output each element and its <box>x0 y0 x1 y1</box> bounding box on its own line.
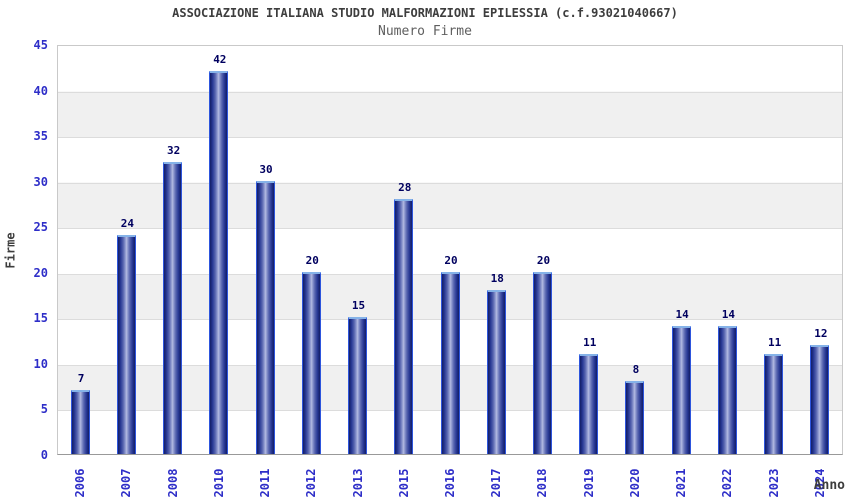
y-tick-5: 5 <box>40 402 48 417</box>
x-tick-2018: 2018 <box>535 468 550 498</box>
bar-2007 <box>116 235 136 454</box>
bar-value-2021: 14 <box>675 308 689 322</box>
bar-2008 <box>163 162 183 454</box>
bar-value-2010: 42 <box>213 53 227 67</box>
y-tick-10: 10 <box>33 356 48 371</box>
bar-2013 <box>348 317 368 454</box>
bar-value-2017: 18 <box>490 272 504 285</box>
y-tick-25: 25 <box>33 220 48 235</box>
x-tick-2006: 2006 <box>73 468 88 498</box>
x-axis-title: Anno <box>813 478 845 493</box>
bar-2020 <box>625 381 645 454</box>
chart-title: ASSOCIAZIONE ITALIANA STUDIO MALFORMAZIO… <box>172 6 678 20</box>
gridline-y40 <box>58 91 842 93</box>
bar-value-2023: 11 <box>768 335 782 349</box>
plot-area: 7 24 32 42 30 20 15 28 20 18 20 11 8 14 14 11 12 <box>57 45 843 455</box>
bar-value-2022: 14 <box>721 308 736 322</box>
bar-value-2006: 7 <box>77 372 85 386</box>
bar-value-2024: 12 <box>814 326 828 340</box>
bar-value-2015: 28 <box>398 180 412 194</box>
bar-value-2019: 11 <box>583 335 597 349</box>
bar-value-2007: 24 <box>120 217 134 231</box>
bar-2006 <box>70 390 90 454</box>
bar-2012 <box>301 271 321 454</box>
bar-2022 <box>717 326 737 454</box>
bar-2016 <box>440 271 460 454</box>
y-tick-40: 40 <box>33 83 48 98</box>
x-tick-2010: 2010 <box>211 468 226 498</box>
bar-2010 <box>209 71 229 454</box>
x-tick-2012: 2012 <box>304 468 319 498</box>
bar-value-2012: 20 <box>305 253 319 267</box>
y-tick-20: 20 <box>33 265 48 280</box>
bar-value-2011: 30 <box>259 162 273 176</box>
chart-subtitle: Numero Firme <box>378 24 472 39</box>
y-tick-0: 0 <box>40 448 48 462</box>
x-tick-2008: 2008 <box>165 468 180 498</box>
x-tick-2017: 2017 <box>489 468 504 498</box>
x-tick-2019: 2019 <box>581 468 596 498</box>
bar-2019 <box>579 353 599 454</box>
x-tick-2021: 2021 <box>674 468 689 498</box>
y-tick-15: 15 <box>33 311 48 326</box>
bar-2017 <box>486 290 506 454</box>
x-tick-2007: 2007 <box>119 468 134 498</box>
bar-2011 <box>255 180 275 454</box>
bar-2021 <box>671 326 691 454</box>
bar-2024 <box>810 344 830 454</box>
bar-2015 <box>394 198 414 454</box>
x-tick-2015: 2015 <box>396 468 411 498</box>
y-tick-35: 35 <box>33 129 48 144</box>
y-tick-45: 45 <box>33 38 48 52</box>
bar-value-2008: 32 <box>166 144 181 158</box>
gridline-y35 <box>58 137 842 139</box>
bar-value-2018: 20 <box>536 253 551 267</box>
bar-value-2013: 15 <box>351 299 366 313</box>
x-tick-2023: 2023 <box>766 468 781 498</box>
bar-value-2016: 20 <box>444 253 458 267</box>
x-tick-2020: 2020 <box>627 468 642 498</box>
bar-2018 <box>532 271 552 454</box>
gridline-y25 <box>58 228 842 230</box>
x-tick-2013: 2013 <box>350 468 365 498</box>
y-tick-30: 30 <box>33 174 48 189</box>
x-tick-2016: 2016 <box>443 468 457 498</box>
gridline-y30 <box>58 182 842 184</box>
bar-value-2020: 8 <box>632 363 640 377</box>
x-tick-2011: 2011 <box>258 468 273 498</box>
x-tick-2022: 2022 <box>720 468 735 498</box>
bar-2023 <box>764 353 784 454</box>
